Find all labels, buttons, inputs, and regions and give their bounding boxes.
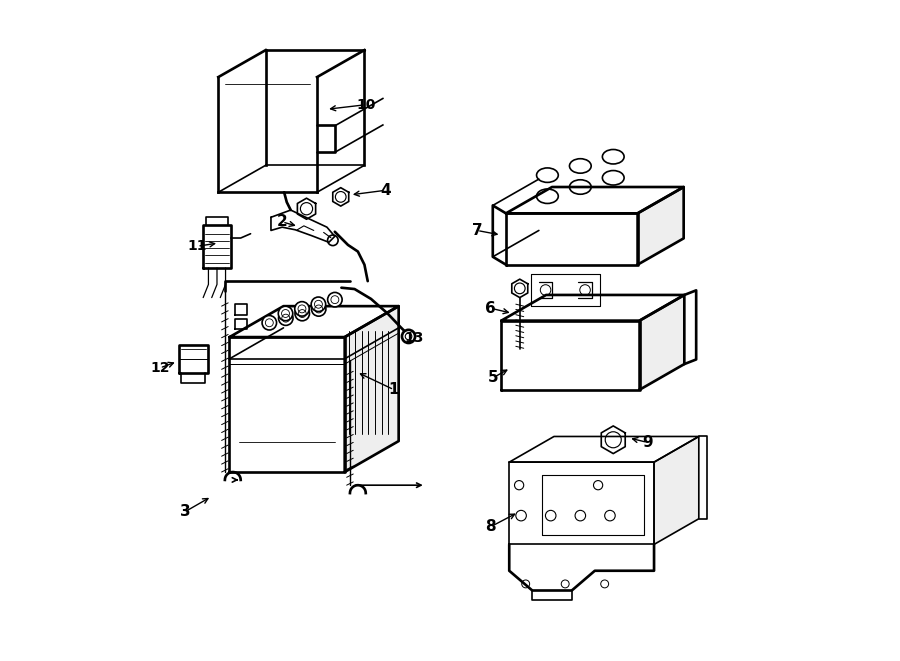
Circle shape (402, 330, 415, 343)
Polygon shape (506, 214, 637, 264)
Polygon shape (654, 436, 698, 545)
Polygon shape (509, 462, 654, 545)
Polygon shape (203, 225, 230, 268)
Polygon shape (509, 462, 654, 545)
Text: 11: 11 (187, 239, 207, 253)
Circle shape (328, 292, 342, 307)
Text: 5: 5 (488, 370, 498, 385)
Text: 12: 12 (150, 361, 169, 375)
Text: 1: 1 (389, 382, 400, 397)
Polygon shape (179, 345, 208, 373)
Text: 4: 4 (380, 183, 391, 198)
Circle shape (311, 301, 326, 316)
Polygon shape (271, 210, 335, 243)
Circle shape (278, 311, 293, 325)
Text: 8: 8 (485, 519, 496, 534)
Text: 7: 7 (472, 223, 482, 238)
Circle shape (311, 297, 326, 311)
Circle shape (294, 301, 310, 316)
Polygon shape (230, 337, 345, 472)
Polygon shape (509, 436, 698, 462)
Polygon shape (637, 187, 684, 264)
Polygon shape (230, 306, 399, 337)
Polygon shape (506, 187, 684, 214)
Text: 9: 9 (643, 435, 652, 450)
Text: 6: 6 (485, 301, 496, 315)
Circle shape (295, 306, 310, 321)
Circle shape (262, 315, 276, 330)
Polygon shape (501, 295, 684, 321)
Polygon shape (501, 321, 640, 390)
Text: 13: 13 (404, 331, 424, 346)
Text: 3: 3 (180, 504, 191, 519)
Polygon shape (345, 306, 399, 472)
Polygon shape (640, 295, 684, 390)
Text: 2: 2 (277, 214, 287, 229)
Text: 10: 10 (356, 98, 375, 112)
Circle shape (278, 306, 293, 321)
